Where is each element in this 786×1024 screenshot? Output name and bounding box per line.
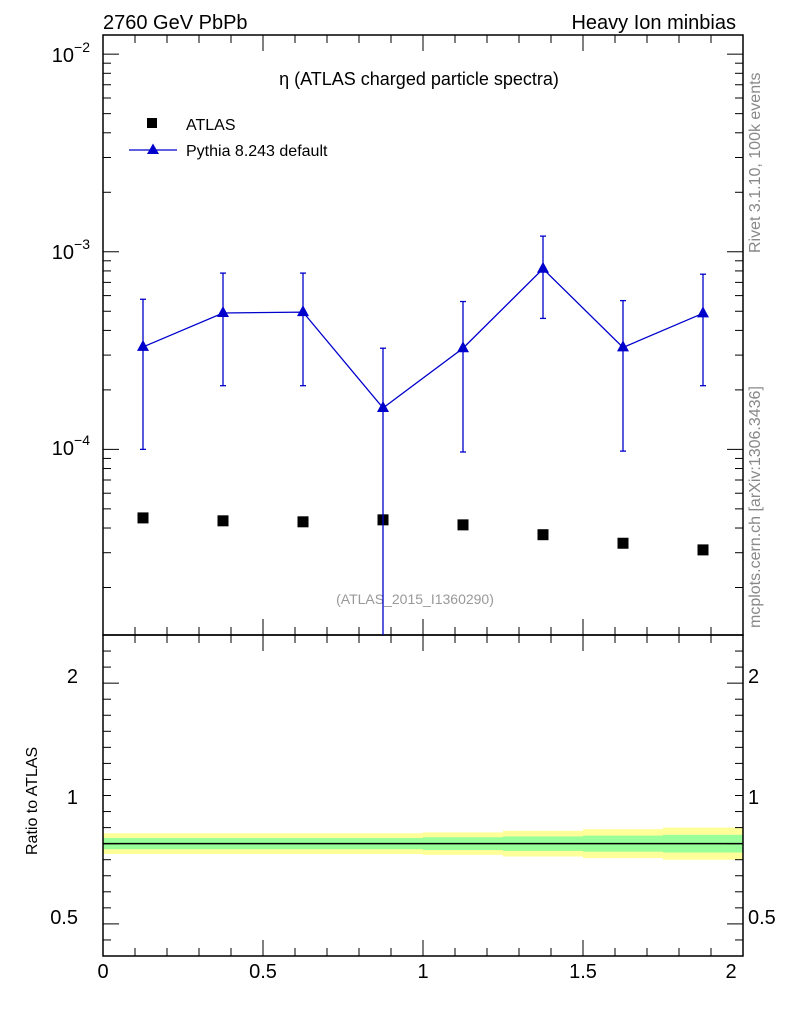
atlas-point xyxy=(537,529,549,541)
x-tick-label-0: 0 xyxy=(97,961,108,983)
header-right-label: Heavy Ion minbias xyxy=(571,12,736,34)
pythia-line xyxy=(142,267,704,409)
y-tick-label-1e-4: 10−4 xyxy=(52,432,90,460)
analysis-watermark: (ATLAS_2015_I1360290) xyxy=(336,591,494,607)
legend-atlas-label: ATLAS xyxy=(186,117,236,134)
axis-ticks xyxy=(102,35,744,956)
pythia-point xyxy=(137,339,149,351)
legend-atlas-marker xyxy=(147,118,157,128)
ratio-tick-label-2-left: 2 xyxy=(67,666,78,688)
legend-pythia-label: Pythia 8.243 default xyxy=(186,143,328,160)
x-tick-label-2: 2 xyxy=(725,961,736,983)
ratio-y-axis-label: Ratio to ATLAS xyxy=(24,747,41,855)
pythia-point xyxy=(537,261,549,273)
atlas-point xyxy=(137,512,149,524)
atlas-point xyxy=(697,544,709,556)
pythia-point xyxy=(297,305,309,317)
tick-labels: 10−2 10−3 10−4 2 1 0.5 2 1 0.5 0 0.5 1 1… xyxy=(50,39,776,983)
ratio-tick-label-05-right: 0.5 xyxy=(748,907,776,929)
ratio-tick-label-2-right: 2 xyxy=(748,666,759,688)
pythia-point xyxy=(217,305,229,317)
x-tick-label-1.5: 1.5 xyxy=(569,961,597,983)
x-tick-label-0.5: 0.5 xyxy=(249,961,277,983)
atlas-point xyxy=(217,515,229,527)
y-tick-label-1e-2: 10−2 xyxy=(52,39,90,67)
header-left-label: 2760 GeV PbPb xyxy=(103,12,248,34)
ratio-bands xyxy=(103,827,743,860)
atlas-point xyxy=(457,519,469,531)
mcplots-side-label: mcplots.cern.ch [arXiv:1306.3436] xyxy=(747,386,764,628)
legend-pythia-marker xyxy=(147,143,159,154)
ratio-tick-label-1-right: 1 xyxy=(748,787,759,809)
legend: ATLAS Pythia 8.243 default xyxy=(129,117,328,160)
y-tick-label-1e-3: 10−3 xyxy=(52,236,90,264)
data-marks xyxy=(137,235,709,635)
atlas-point xyxy=(297,516,309,528)
pythia-point xyxy=(457,341,469,353)
ratio-tick-label-1-left: 1 xyxy=(67,787,78,809)
ratio-plot-frame xyxy=(102,634,744,957)
pythia-point xyxy=(617,340,629,352)
atlas-point xyxy=(617,537,629,549)
pythia-point xyxy=(377,400,389,412)
pythia-point xyxy=(697,306,709,318)
chart-title: η (ATLAS charged particle spectra) xyxy=(279,69,559,89)
x-tick-label-1: 1 xyxy=(417,961,428,983)
rivet-side-label: Rivet 3.1.10, 100k events xyxy=(747,72,764,253)
ratio-tick-label-05-left: 0.5 xyxy=(50,907,78,929)
